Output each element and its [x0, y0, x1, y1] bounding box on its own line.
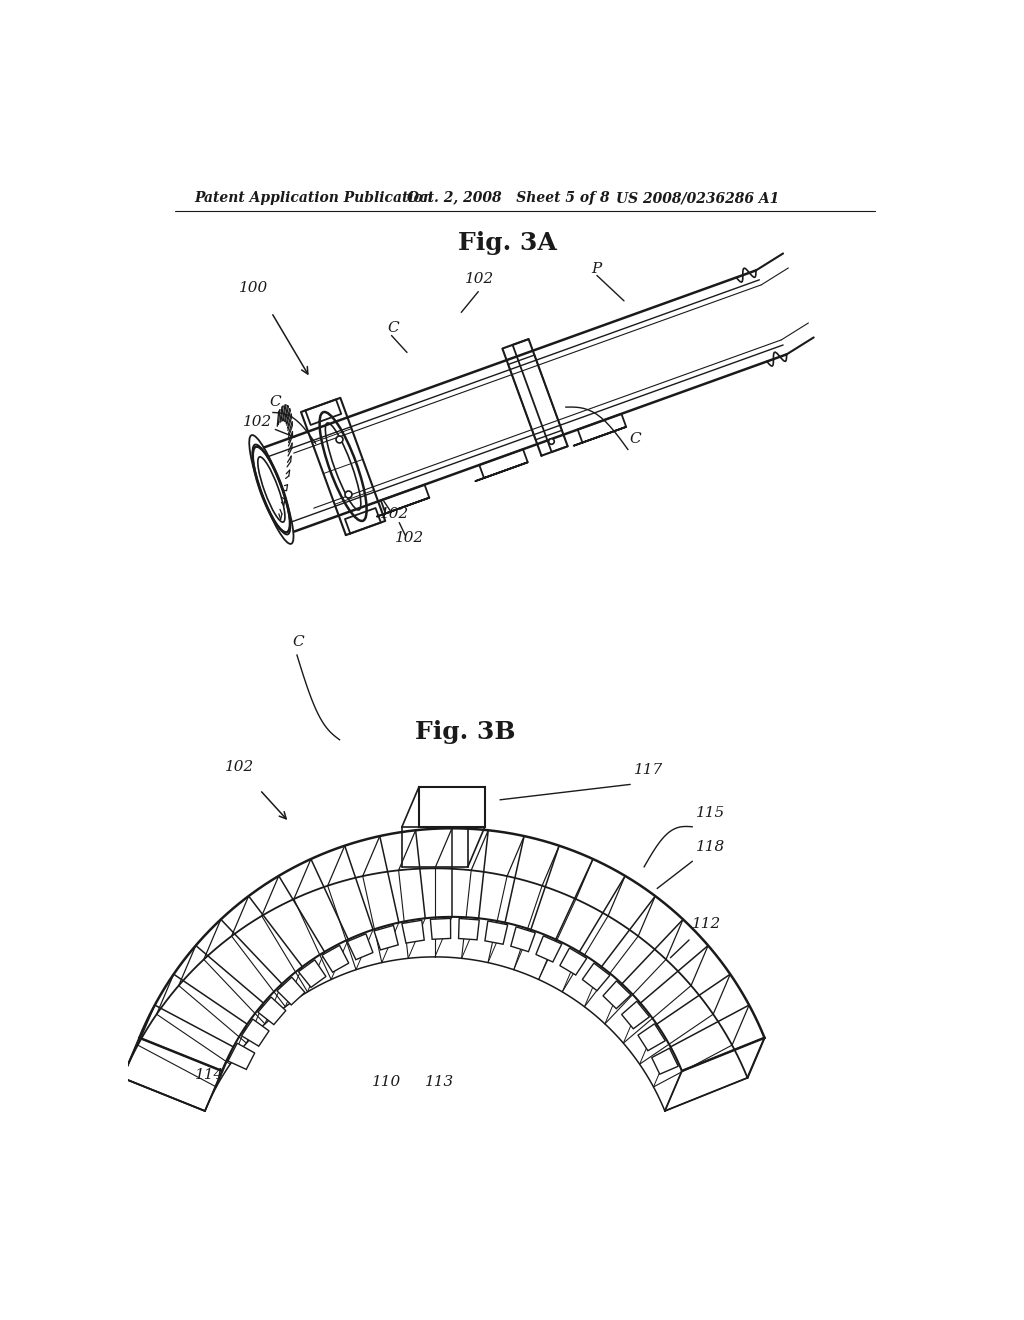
Polygon shape [242, 1019, 269, 1047]
Text: Patent Application Publication: Patent Application Publication [194, 191, 433, 206]
Text: Fig. 3B: Fig. 3B [415, 719, 515, 744]
Polygon shape [638, 1024, 666, 1051]
Polygon shape [511, 927, 536, 952]
Polygon shape [485, 921, 508, 944]
Text: 102: 102 [395, 531, 425, 545]
Polygon shape [583, 964, 610, 991]
Text: 110: 110 [372, 1076, 401, 1089]
Text: 102: 102 [243, 416, 272, 429]
Bar [419, 787, 485, 826]
Text: US 2008/0236286 A1: US 2008/0236286 A1 [616, 191, 779, 206]
Polygon shape [622, 1002, 649, 1028]
Polygon shape [322, 945, 349, 973]
Polygon shape [651, 1048, 678, 1074]
Polygon shape [430, 919, 451, 940]
Polygon shape [560, 948, 587, 975]
Text: 112: 112 [692, 917, 722, 932]
Polygon shape [258, 997, 286, 1024]
Text: C: C [269, 396, 281, 409]
Polygon shape [401, 920, 424, 942]
Polygon shape [278, 977, 305, 1005]
Polygon shape [347, 933, 373, 960]
Polygon shape [374, 925, 398, 950]
Text: C: C [388, 321, 399, 335]
Polygon shape [603, 981, 631, 1008]
Text: P: P [592, 261, 602, 276]
Text: 102: 102 [380, 507, 410, 521]
Polygon shape [298, 960, 326, 987]
Text: Fig. 3A: Fig. 3A [459, 231, 557, 255]
Polygon shape [228, 1043, 255, 1069]
Text: C: C [292, 635, 304, 649]
Polygon shape [459, 919, 479, 940]
Text: Oct. 2, 2008   Sheet 5 of 8: Oct. 2, 2008 Sheet 5 of 8 [407, 191, 609, 206]
Text: 102: 102 [465, 272, 495, 286]
Polygon shape [536, 936, 562, 962]
Text: 117: 117 [634, 763, 664, 777]
Text: 114: 114 [195, 1068, 224, 1081]
Text: 113: 113 [425, 1076, 454, 1089]
Text: 118: 118 [696, 841, 725, 854]
Text: C: C [630, 433, 641, 446]
Text: 102: 102 [225, 759, 254, 774]
Text: 100: 100 [239, 281, 268, 294]
Text: 115: 115 [696, 805, 725, 820]
